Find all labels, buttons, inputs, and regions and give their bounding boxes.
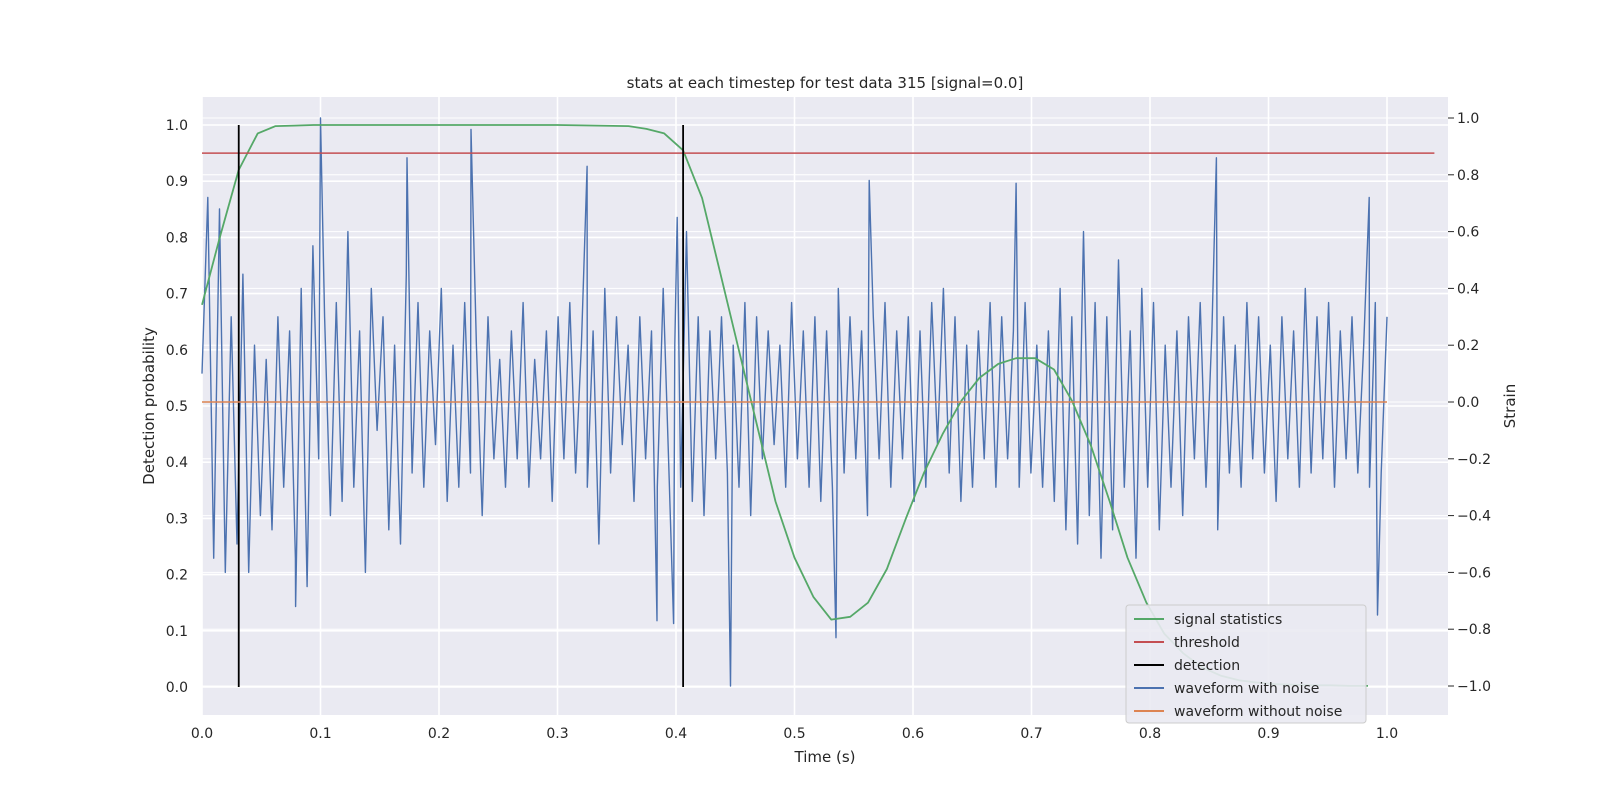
legend: signal statistics threshold detection wavef… [1125,604,1367,724]
y-axis-label-left: Detection probability [140,327,158,485]
x-tick-label: 0.6 [902,726,924,742]
x-tick-label: 0.1 [309,726,331,742]
legend-label: waveform with noise [1174,681,1319,697]
y-tick-label-right: −0.6 [1457,565,1491,581]
legend-label: signal statistics [1174,612,1282,628]
y-tick-label-left: 0.1 [166,624,188,640]
x-tick-label: 0.2 [428,726,450,742]
y-axis-label-right: Strain [1501,384,1519,428]
x-tick-label: 0.7 [1020,726,1042,742]
series-waveform-with-noise [201,117,1388,687]
y-tick-label-left: 0.9 [166,174,188,190]
y-tick-label-right: 0.6 [1457,225,1479,241]
x-tick-label: 0.4 [665,726,687,742]
x-axis-label: Time (s) [794,748,856,766]
chart-title: stats at each timestep for test data 315… [627,74,1024,92]
legend-box [1125,604,1367,724]
y-tick-label-left: 1.0 [166,118,188,134]
x-tick-label: 0.5 [783,726,805,742]
y-tick-label-right: 0.2 [1457,338,1479,354]
y-tick-label-left: 0.7 [166,287,188,303]
x-tick-label: 0.3 [546,726,568,742]
legend-label: waveform without noise [1174,704,1342,720]
y-tick-label-right: −0.4 [1457,509,1491,525]
y-tick-label-left: 0.6 [166,343,188,359]
y-tick-label-right: −0.2 [1457,452,1491,468]
axis-layer: 0.0 0.1 0.2 0.3 0.4 0.5 0.6 0.7 0.8 0.9 1.0 0.0 0.1 0… [166,111,1491,742]
y-tick-label-right: 0.8 [1457,168,1479,184]
y-tick-label-left: 0.4 [166,455,188,471]
x-tick-label: 0.9 [1257,726,1279,742]
grid-layer [201,97,1448,715]
legend-label: detection [1174,658,1240,674]
y-tick-label-right: 0.4 [1457,281,1479,297]
y-tick-label-right: −0.8 [1457,622,1491,638]
y-tick-label-left: 0.8 [166,230,188,246]
y-tick-label-right: 1.0 [1457,111,1479,127]
y-tick-label-left: 0.3 [166,511,188,527]
legend-label: threshold [1174,635,1240,651]
y-tick-label-left: 0.0 [166,680,188,696]
y-tick-label-left: 0.5 [166,399,188,415]
y-tick-label-right: 0.0 [1457,395,1479,411]
x-tick-label: 0.8 [1139,726,1161,742]
x-tick-label: 0.0 [191,726,213,742]
y-tick-label-right: −1.0 [1457,679,1491,695]
y-tick-label-left: 0.2 [166,568,188,584]
x-tick-label: 1.0 [1376,726,1398,742]
